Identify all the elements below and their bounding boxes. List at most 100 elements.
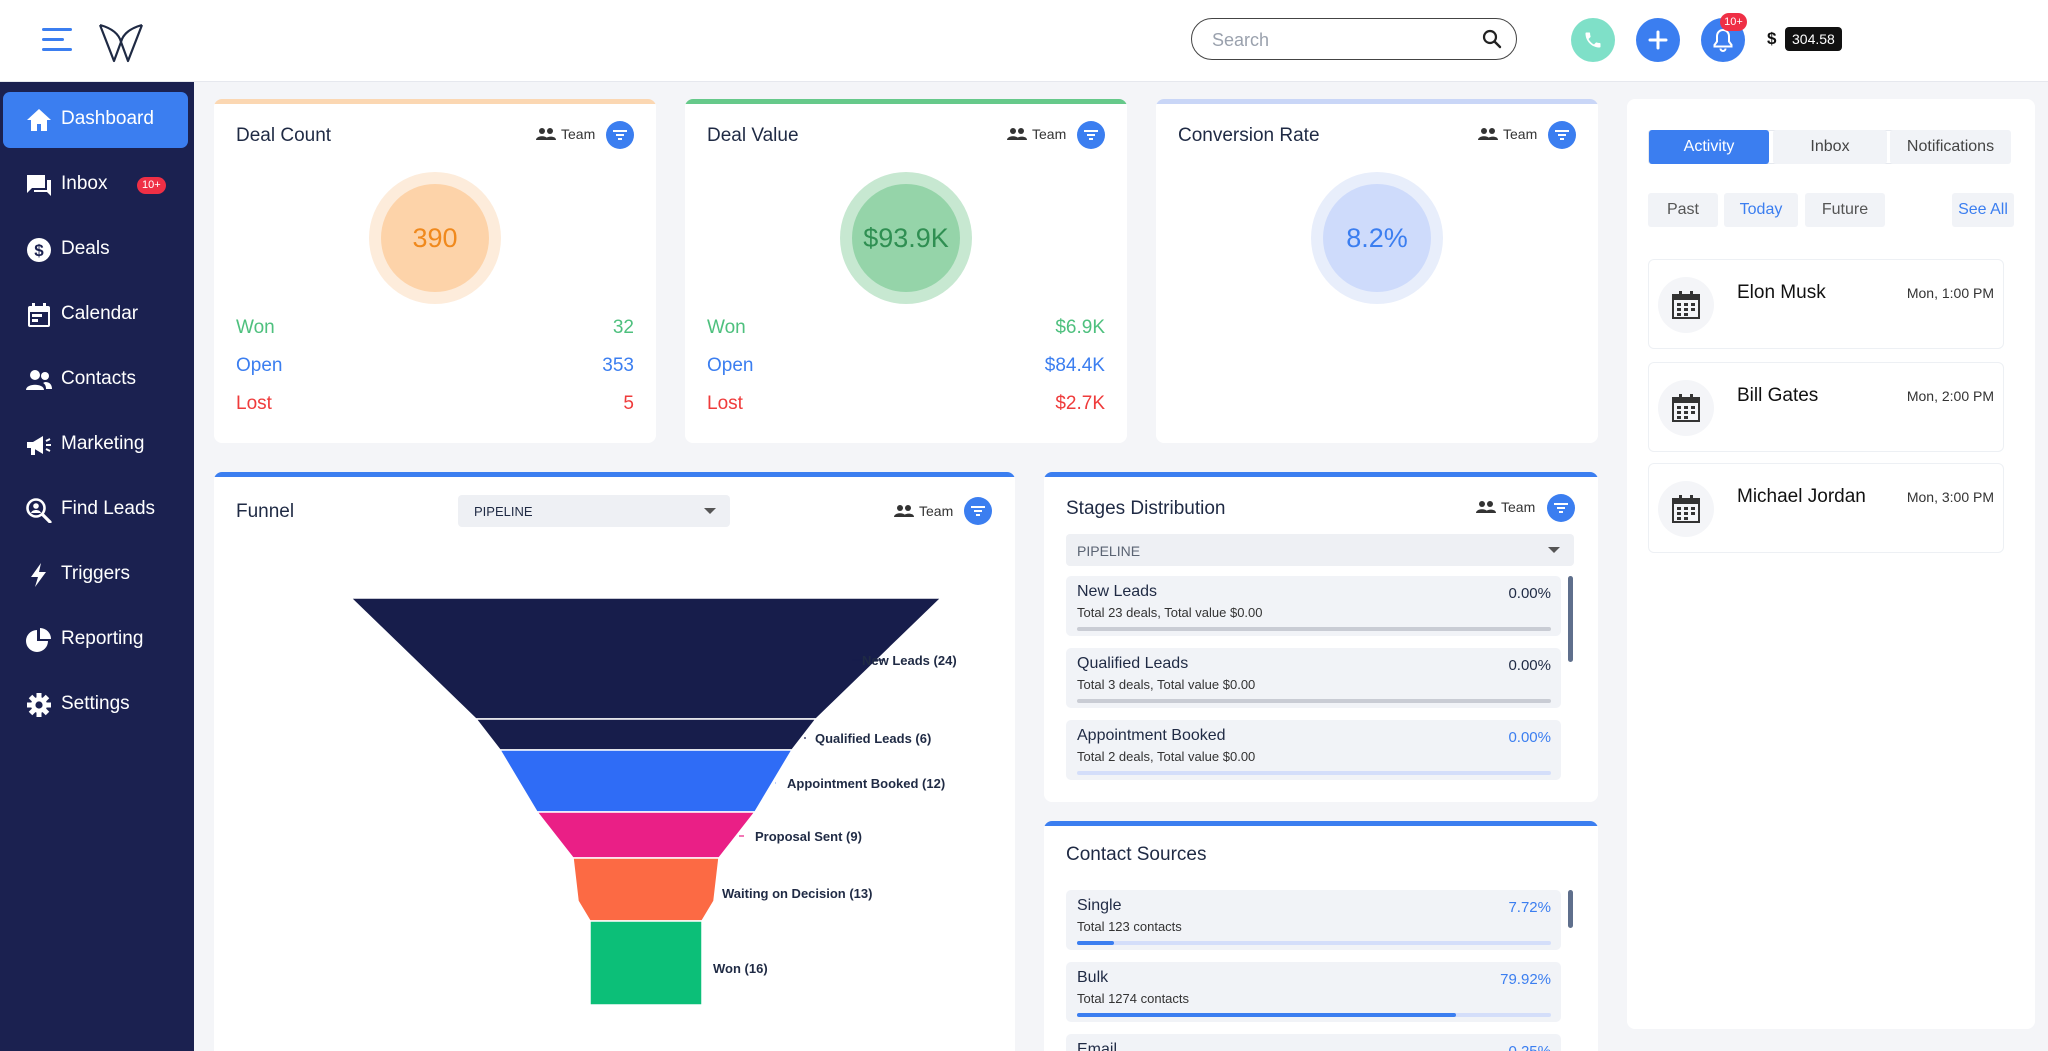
- team-selector[interactable]: Team: [1476, 499, 1535, 515]
- stage-summary: Total 23 deals, Total value $0.00: [1077, 605, 1263, 620]
- currency-symbol: $: [1767, 29, 1777, 48]
- sidebar-item-triggers[interactable]: Triggers: [3, 547, 188, 603]
- stage-name: Qualified Leads: [1077, 655, 1189, 672]
- filter-today[interactable]: Today: [1724, 193, 1798, 227]
- funnel-segment[interactable]: [572, 857, 720, 922]
- deal-count-ring: 390: [369, 172, 501, 304]
- filter-button[interactable]: [1547, 494, 1575, 522]
- activity-contact-name: Michael Jordan: [1737, 486, 1866, 507]
- brand-logo[interactable]: [98, 22, 144, 64]
- tab-inbox[interactable]: Inbox: [1773, 130, 1887, 164]
- filter-past[interactable]: Past: [1648, 193, 1718, 227]
- search-person-icon: [26, 498, 52, 523]
- filter-button[interactable]: [1548, 121, 1576, 149]
- team-label: Team: [919, 503, 954, 519]
- filter-icon: [613, 130, 627, 140]
- sidebar-item-dashboard[interactable]: Dashboard: [3, 92, 188, 148]
- svg-text:$: $: [34, 241, 44, 260]
- stage-item: New Leads Total 23 deals, Total value $0…: [1066, 576, 1561, 636]
- chevron-down-icon: [1548, 547, 1560, 553]
- funnel-segment[interactable]: [589, 920, 703, 1006]
- activity-item[interactable]: Bill Gates Mon, 2:00 PM: [1648, 362, 2004, 452]
- stages-scrollbar[interactable]: [1568, 576, 1573, 662]
- filter-button[interactable]: [964, 497, 992, 525]
- calendar-icon: [28, 303, 50, 327]
- source-percent: 7.72%: [1508, 899, 1551, 916]
- pipeline-select[interactable]: PIPELINE: [1066, 534, 1574, 566]
- source-percent: 0.25%: [1508, 1043, 1551, 1051]
- search-icon[interactable]: [1482, 29, 1502, 49]
- funnel-stage-label: Proposal Sent (9): [755, 829, 862, 844]
- calendar-icon: [1658, 380, 1714, 436]
- source-name: Bulk: [1077, 969, 1109, 986]
- funnel-segment[interactable]: [498, 749, 794, 813]
- deal-value-ring: $93.9K: [840, 172, 972, 304]
- sidebar-item-inbox[interactable]: Inbox 10+: [3, 157, 188, 213]
- stage-progress-bar: [1077, 627, 1551, 631]
- deal-value-card: Deal Value Team $93.9K Won $6.9K Open $8…: [685, 99, 1127, 443]
- sidebar-item-label: Reporting: [61, 628, 144, 649]
- team-label: Team: [1032, 126, 1067, 142]
- team-selector[interactable]: Team: [1478, 126, 1537, 142]
- funnel-segment[interactable]: [535, 811, 757, 859]
- deal-count-value: 390: [381, 184, 489, 292]
- card-title: Deal Value: [707, 125, 799, 146]
- team-selector[interactable]: Team: [536, 126, 595, 142]
- tab-activity[interactable]: Activity: [1649, 130, 1769, 164]
- sources-scrollbar[interactable]: [1568, 890, 1573, 928]
- see-all-link[interactable]: See All: [1952, 193, 2014, 227]
- filter-icon: [1554, 503, 1568, 513]
- source-progress-bar: [1077, 1013, 1551, 1017]
- filter-button[interactable]: [1077, 121, 1105, 149]
- search-box[interactable]: [1191, 18, 1517, 60]
- source-name: Email: [1077, 1041, 1118, 1051]
- sidebar-item-contacts[interactable]: Contacts: [3, 352, 188, 408]
- add-button[interactable]: [1636, 18, 1680, 62]
- tab-notifications[interactable]: Notifications: [1890, 130, 2011, 164]
- dollar-icon: $: [27, 238, 51, 262]
- funnel-chart: New Leads (24) Qualified Leads (6) Appoint…: [349, 597, 957, 1006]
- sidebar-item-marketing[interactable]: Marketing: [3, 417, 188, 473]
- team-label: Team: [561, 126, 596, 142]
- sidebar-item-find-leads[interactable]: Find Leads: [3, 482, 188, 538]
- filter-button[interactable]: [606, 121, 634, 149]
- funnel-segment[interactable]: [349, 597, 943, 720]
- stage-summary: Total 3 deals, Total value $0.00: [1077, 677, 1256, 692]
- stage-percent: 0.00%: [1508, 657, 1551, 674]
- funnel-segment[interactable]: [474, 718, 818, 751]
- open-label: Open: [236, 355, 283, 376]
- pipeline-select[interactable]: PIPELINE: [458, 495, 730, 527]
- team-selector[interactable]: Team: [1007, 126, 1066, 142]
- source-summary: Total 1274 contacts: [1077, 991, 1190, 1006]
- plus-icon: [1648, 30, 1668, 50]
- calendar-icon: [1658, 277, 1714, 333]
- source-progress-fill: [1077, 1013, 1456, 1017]
- sidebar-item-calendar[interactable]: Calendar: [3, 287, 188, 343]
- conversion-value: 8.2%: [1323, 184, 1431, 292]
- pie-icon: [26, 628, 51, 652]
- open-row: Open 353: [236, 355, 634, 379]
- contact-sources-card: Contact Sources Single Total 123 contact…: [1044, 821, 1598, 1051]
- call-button[interactable]: [1571, 18, 1615, 62]
- card-title: Contact Sources: [1066, 844, 1207, 865]
- activity-item[interactable]: Michael Jordan Mon, 3:00 PM: [1648, 463, 2004, 553]
- conversion-rate-card: Conversion Rate Team 8.2%: [1156, 99, 1598, 443]
- lost-value: 5: [623, 393, 634, 414]
- funnel-stage-label: Waiting on Decision (13): [722, 886, 872, 901]
- sidebar-item-reporting[interactable]: Reporting: [3, 612, 188, 668]
- team-icon: [1007, 128, 1027, 140]
- sidebar-item-deals[interactable]: $ Deals: [3, 222, 188, 278]
- stage-item: Appointment Booked Total 2 deals, Total …: [1066, 720, 1561, 780]
- filter-future[interactable]: Future: [1805, 193, 1885, 227]
- menu-toggle-icon[interactable]: [42, 28, 72, 52]
- source-item: Bulk Total 1274 contacts 79.92%: [1066, 962, 1561, 1022]
- search-input[interactable]: [1212, 28, 1472, 52]
- sidebar-item-settings[interactable]: Settings: [3, 677, 188, 733]
- activity-item[interactable]: Elon Musk Mon, 1:00 PM: [1648, 259, 2004, 349]
- card-title: Conversion Rate: [1178, 125, 1320, 146]
- lost-row: Lost 5: [236, 393, 634, 417]
- team-icon: [1478, 128, 1498, 140]
- source-progress-fill: [1077, 941, 1114, 945]
- team-selector[interactable]: Team: [894, 503, 953, 519]
- activity-time: Mon, 1:00 PM: [1906, 285, 1994, 301]
